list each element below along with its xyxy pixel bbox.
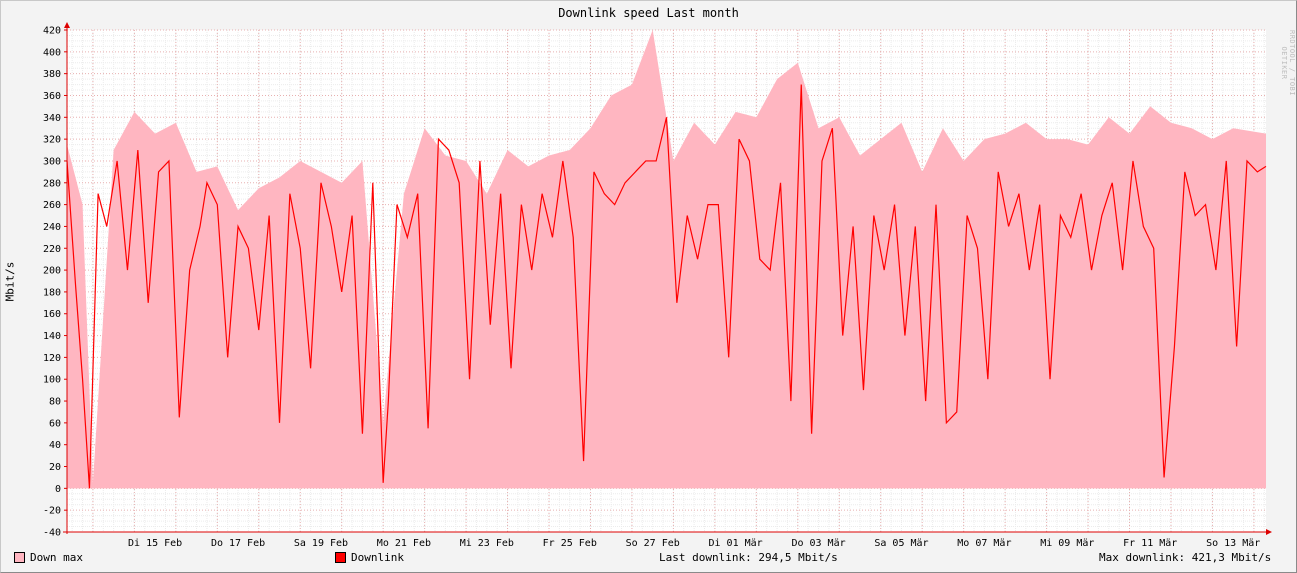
y-tick-label: 160 (43, 309, 61, 320)
y-tick-label: 100 (43, 375, 61, 386)
legend-swatch-downlink (335, 552, 346, 563)
x-tick-label: Mo 07 Mär (957, 538, 1011, 549)
axes: 4204003803603403203002802602402202001801… (43, 22, 1272, 549)
x-tick-label: Mi 09 Mär (1040, 538, 1094, 549)
x-tick-label: Di 15 Feb (128, 538, 182, 549)
y-tick-label: 300 (43, 156, 61, 167)
x-tick-label: Mo 21 Feb (377, 538, 431, 549)
y-tick-label: 320 (43, 135, 61, 146)
y-tick-label: 420 (43, 26, 61, 37)
y-tick-label: 200 (43, 266, 61, 277)
x-tick-label: Do 17 Feb (211, 538, 265, 549)
x-tick-label: Di 01 Mär (709, 538, 763, 549)
y-tick-label: 120 (43, 353, 61, 364)
y-tick-label: 240 (43, 222, 61, 233)
y-tick-label: 140 (43, 331, 61, 342)
x-tick-label: Sa 19 Feb (294, 538, 348, 549)
legend-swatch-down-max (14, 552, 25, 563)
y-tick-label: 20 (49, 462, 61, 473)
y-tick-label: 260 (43, 200, 61, 211)
x-tick-label: So 27 Feb (626, 538, 680, 549)
x-tick-label: So 13 Mär (1206, 538, 1260, 549)
x-tick-label: Fr 11 Mär (1123, 538, 1177, 549)
legend-item-down-max: Down max (14, 551, 83, 564)
y-tick-label: 220 (43, 244, 61, 255)
series-line-downlink (66, 84, 1267, 489)
legend-label-downlink: Downlink (351, 551, 404, 564)
y-tick-label: 80 (49, 397, 61, 408)
max-downlink-stat: Max downlink: 421,3 Mbit/s (1099, 551, 1272, 564)
x-axis-arrow (1266, 529, 1272, 535)
x-tick-label: Do 03 Mär (791, 538, 845, 549)
series-area-down-max (67, 30, 1266, 489)
x-tick-label: Sa 05 Mär (874, 538, 928, 549)
legend-item-downlink: Downlink (335, 551, 404, 564)
legend-label-down-max: Down max (30, 551, 83, 564)
y-tick-label: -20 (43, 506, 61, 517)
x-tick-label: Fr 25 Feb (543, 538, 597, 549)
y-tick-label: 60 (49, 418, 61, 429)
y-tick-label: 340 (43, 113, 61, 124)
y-tick-label: 400 (43, 47, 61, 58)
y-tick-label: 380 (43, 69, 61, 80)
y-tick-label: -40 (43, 528, 61, 539)
y-axis-arrow (64, 22, 70, 28)
y-tick-label: 40 (49, 440, 61, 451)
x-tick-label: Mi 23 Feb (460, 538, 514, 549)
last-downlink-stat: Last downlink: 294,5 Mbit/s (659, 551, 838, 564)
y-tick-label: 180 (43, 287, 61, 298)
y-tick-label: 0 (55, 484, 61, 495)
series-layer (66, 30, 1267, 489)
y-tick-label: 280 (43, 178, 61, 189)
chart-title: Downlink speed Last month (558, 6, 739, 20)
y-tick-label: 360 (43, 91, 61, 102)
